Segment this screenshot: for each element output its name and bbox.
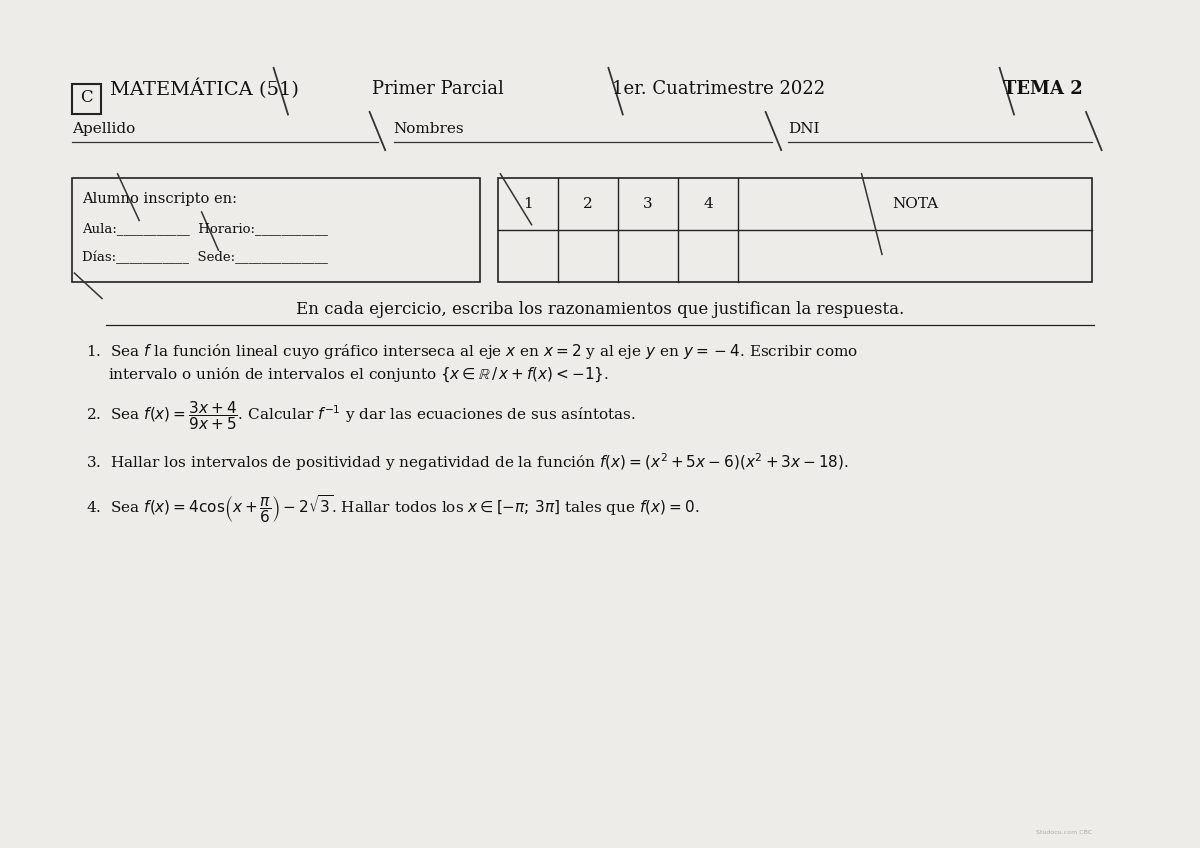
Text: intervalo o unión de intervalos el conjunto $\{x \in \mathbb{R} \, / \, x + f(x): intervalo o unión de intervalos el conju… [108, 365, 610, 384]
Text: Apellido: Apellido [72, 122, 136, 136]
Text: MATEMÁTICA (51): MATEMÁTICA (51) [110, 79, 299, 99]
Text: 1.  Sea $f$ la función lineal cuyo gráfico interseca al eje $x$ en $x = 2$ y al : 1. Sea $f$ la función lineal cuyo gráfic… [86, 343, 858, 361]
Text: Alumno inscripto en:: Alumno inscripto en: [82, 192, 236, 206]
Bar [72, 178, 480, 282]
Text: Studocu.com CBC: Studocu.com CBC [1036, 830, 1092, 835]
Text: Nombres: Nombres [394, 122, 464, 136]
Text: 3: 3 [643, 197, 653, 211]
Bar [498, 178, 1092, 282]
Text: TEMA 2: TEMA 2 [1003, 80, 1082, 98]
Text: En cada ejercicio, escriba los razonamientos que justifican la respuesta.: En cada ejercicio, escriba los razonamie… [296, 301, 904, 318]
Text: 4.  Sea $f(x) = 4\cos\!\left(x + \dfrac{\pi}{6}\right) - 2\sqrt{3}$. Hallar todo: 4. Sea $f(x) = 4\cos\!\left(x + \dfrac{\… [86, 493, 700, 525]
Text: C: C [80, 89, 92, 106]
Text: 2: 2 [583, 197, 593, 211]
Text: Aula:___________  Horario:___________: Aula:___________ Horario:___________ [82, 222, 328, 236]
Text: DNI: DNI [788, 122, 820, 136]
Text: 3.  Hallar los intervalos de positividad y negatividad de la función $f(x) = (x^: 3. Hallar los intervalos de positividad … [86, 451, 850, 473]
Text: 1er. Cuatrimestre 2022: 1er. Cuatrimestre 2022 [612, 80, 826, 98]
Text: Primer Parcial: Primer Parcial [372, 80, 504, 98]
Text: Días:___________  Sede:______________: Días:___________ Sede:______________ [82, 250, 328, 264]
Text: 2.  Sea $f(x) = \dfrac{3x + 4}{9x + 5}$. Calcular $f^{-1}$ y dar las ecuaciones : 2. Sea $f(x) = \dfrac{3x + 4}{9x + 5}$. … [86, 399, 636, 432]
Text: NOTA: NOTA [892, 197, 938, 211]
Text: 1: 1 [523, 197, 533, 211]
Text: 4: 4 [703, 197, 713, 211]
